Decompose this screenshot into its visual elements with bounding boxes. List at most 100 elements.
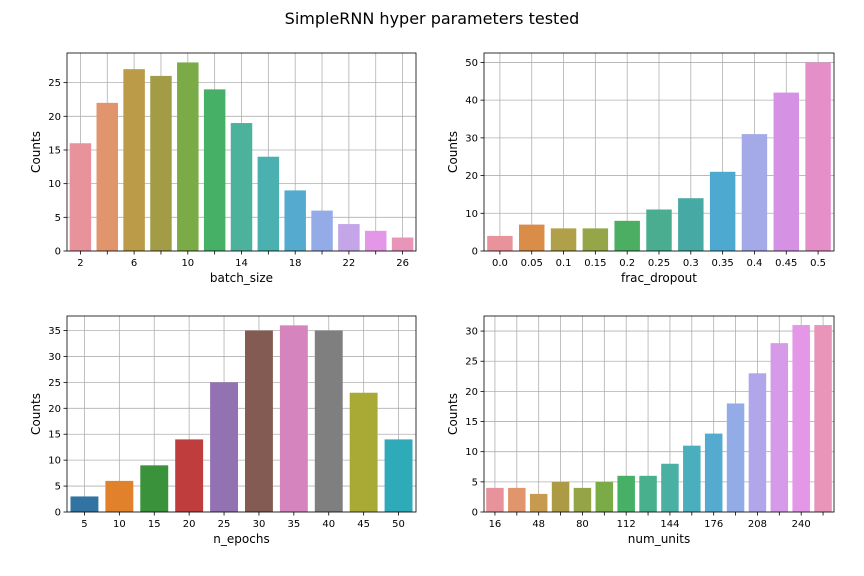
- bar-80: [573, 487, 592, 512]
- y-tick-label: 10: [48, 456, 61, 467]
- bar-18: [284, 190, 306, 251]
- x-axis-label: frac_dropout: [621, 271, 697, 285]
- x-tick-label: 2: [77, 258, 83, 269]
- bar-35: [279, 325, 308, 512]
- bar-224: [770, 343, 789, 512]
- bar-5: [70, 496, 99, 512]
- x-tick-label: 0.5: [810, 258, 826, 269]
- y-tick-label: 30: [465, 133, 478, 144]
- bar-6: [123, 69, 145, 251]
- x-tick-label: 50: [392, 519, 405, 530]
- bar-192: [726, 403, 745, 512]
- y-tick-label: 15: [48, 430, 61, 441]
- y-tick-label: 0: [55, 508, 61, 519]
- bar-160: [683, 445, 701, 512]
- bar-16: [486, 487, 504, 512]
- bar-16: [257, 156, 280, 251]
- bar-96: [595, 481, 614, 512]
- bars: [486, 325, 832, 512]
- bar-30: [244, 330, 273, 512]
- y-tick-label: 50: [465, 58, 478, 69]
- bar-64: [551, 481, 570, 512]
- y-axis: 0 10 20 30 40 50: [465, 58, 484, 258]
- bars: [70, 325, 413, 512]
- bar-20: [311, 210, 333, 251]
- x-tick-label: 0.3: [683, 258, 699, 269]
- x-tick-label: 6: [131, 258, 137, 269]
- bar-26: [391, 237, 414, 251]
- x-tick-label: 22: [343, 258, 356, 269]
- bar-240: [792, 325, 810, 512]
- y-axis: 0 5 10 15 20 25 30 35: [48, 326, 67, 519]
- x-axis: 2 6 10 14 18 22 26: [77, 251, 409, 269]
- bar-20: [175, 439, 204, 512]
- bar-0.2: [614, 220, 640, 251]
- y-tick-label: 0: [472, 247, 478, 258]
- x-tick-label: 35: [287, 519, 300, 530]
- y-tick-label: 25: [48, 378, 61, 389]
- axes-frame: [483, 315, 835, 513]
- bar-10: [105, 480, 134, 512]
- x-tick-label: 0.4: [747, 258, 763, 269]
- y-tick-label: 25: [465, 357, 478, 368]
- x-tick-label: 144: [660, 519, 679, 530]
- x-tick-label: 0.05: [521, 258, 543, 269]
- bar-0.0: [487, 235, 513, 251]
- x-axis: 5 10 15 20 25 30 35 40 45 50: [81, 512, 405, 530]
- x-tick-label: 40: [322, 519, 335, 530]
- y-tick-label: 20: [465, 171, 478, 182]
- x-axis-label: n_epochs: [213, 532, 269, 546]
- bars: [69, 62, 414, 252]
- bar-32: [508, 487, 526, 512]
- x-tick-label: 18: [289, 258, 302, 269]
- x-tick-label: 45: [357, 519, 370, 530]
- bar-0.45: [773, 92, 799, 251]
- bar-0.1: [550, 228, 577, 251]
- y-axis: 0 5 10 15 20 25 30: [465, 327, 484, 519]
- y-axis: 0 5 10 15 20 25: [48, 78, 67, 258]
- figure-title: SimpleRNN hyper parameters tested: [284, 9, 580, 28]
- bar-0.4: [741, 134, 768, 251]
- bar-22: [338, 224, 360, 251]
- y-axis-label: Counts: [446, 131, 460, 173]
- bar-176: [704, 433, 723, 512]
- bar-0.05: [519, 224, 545, 251]
- bar-10: [177, 62, 199, 251]
- axes-frame: [66, 315, 417, 513]
- x-tick-label: 240: [792, 519, 811, 530]
- y-tick-label: 30: [465, 327, 478, 338]
- y-tick-label: 35: [48, 326, 61, 337]
- x-tick-label: 15: [148, 519, 161, 530]
- y-tick-label: 10: [48, 179, 61, 190]
- y-axis-label: Counts: [29, 131, 43, 173]
- y-tick-label: 40: [465, 96, 478, 107]
- y-tick-label: 0: [55, 247, 61, 258]
- x-tick-label: 0.45: [775, 258, 797, 269]
- x-tick-label: 176: [704, 519, 723, 530]
- bar-15: [140, 465, 169, 512]
- bar-4: [96, 102, 119, 251]
- y-tick-label: 25: [48, 78, 61, 89]
- y-tick-label: 15: [465, 417, 478, 428]
- x-tick-label: 0.1: [556, 258, 572, 269]
- y-axis-label: Counts: [29, 393, 43, 435]
- x-tick-label: 80: [576, 519, 589, 530]
- y-tick-label: 15: [48, 145, 61, 156]
- x-tick-label: 16: [489, 519, 502, 530]
- y-tick-label: 5: [55, 482, 61, 493]
- x-tick-label: 30: [253, 519, 266, 530]
- y-tick-label: 20: [48, 404, 61, 415]
- x-tick-label: 0.15: [584, 258, 606, 269]
- x-tick-label: 48: [532, 519, 545, 530]
- y-tick-label: 10: [465, 447, 478, 458]
- y-tick-label: 0: [472, 508, 478, 519]
- x-tick-label: 14: [235, 258, 248, 269]
- y-tick-label: 20: [465, 387, 478, 398]
- bar-45: [349, 392, 378, 512]
- x-tick-label: 10: [113, 519, 126, 530]
- y-tick-label: 5: [55, 213, 61, 224]
- bar-8: [150, 75, 172, 252]
